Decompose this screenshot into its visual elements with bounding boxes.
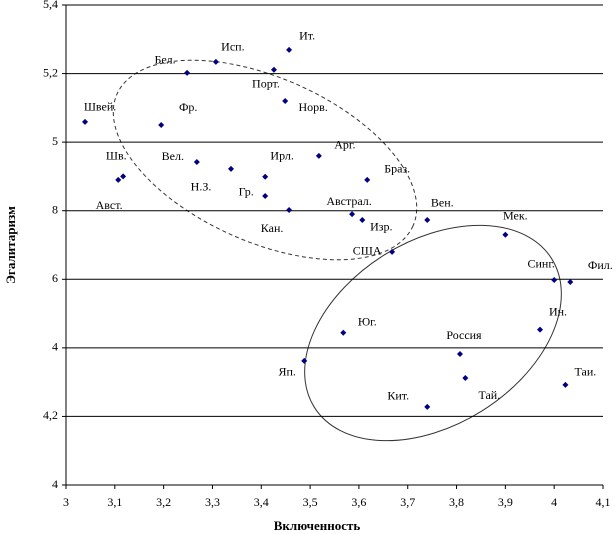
data-point <box>82 118 89 125</box>
point-label: Фил. <box>588 258 613 272</box>
cluster-ellipse <box>304 224 562 442</box>
x-axis-title: Включенность <box>274 518 361 533</box>
data-point <box>424 403 431 410</box>
y-tick-label: 5 <box>52 134 58 148</box>
y-tick-label: 4,2 <box>43 408 58 422</box>
x-tick-label: 4,1 <box>596 495 611 509</box>
point-label: Арг. <box>334 138 355 152</box>
point-label: Швей. <box>84 100 116 114</box>
point-label: Яп. <box>279 365 296 379</box>
x-tick-label: 3 <box>63 495 69 509</box>
x-tick-label: 3,2 <box>156 495 171 509</box>
point-label: Ирл. <box>270 149 294 163</box>
data-point <box>212 58 219 65</box>
data-point <box>270 66 277 73</box>
data-point <box>349 211 356 218</box>
point-label: Ит. <box>299 29 315 43</box>
point-label: Австрал. <box>326 194 371 208</box>
y-tick-label: 5,4 <box>43 0 58 11</box>
data-point <box>462 375 469 382</box>
point-label: Ин. <box>549 304 567 318</box>
data-point <box>282 98 289 104</box>
data-point <box>286 207 293 214</box>
cluster-ellipse <box>112 59 418 261</box>
point-label: Н.З. <box>191 180 212 194</box>
point-label: США <box>353 244 382 258</box>
point-label: Гр. <box>239 185 254 199</box>
data-point <box>567 279 574 286</box>
data-point <box>456 351 463 358</box>
point-label: Исп. <box>221 40 244 54</box>
point-label: Шв. <box>106 149 127 163</box>
data-point <box>502 231 509 238</box>
x-tick-label: 3,6 <box>351 495 366 509</box>
data-point <box>115 176 122 183</box>
point-label: Порт. <box>252 77 280 91</box>
point-label: Синг. <box>527 257 554 271</box>
point-label: Таи. <box>575 365 597 379</box>
x-tick-label: 4 <box>551 495 557 509</box>
data-point <box>551 276 558 283</box>
data-point <box>359 216 366 223</box>
data-point <box>193 159 200 166</box>
point-label: Россия <box>446 328 482 342</box>
point-label: Фр. <box>179 100 197 114</box>
y-tick-label: 5,2 <box>43 65 58 79</box>
y-tick-label: 6 <box>52 271 58 285</box>
point-label: Тай. <box>478 388 500 402</box>
data-point <box>537 326 544 333</box>
data-point <box>158 122 165 128</box>
data-point <box>424 216 431 223</box>
data-point <box>120 173 127 180</box>
x-tick-label: 3,1 <box>107 495 122 509</box>
point-label: Юг. <box>358 315 377 329</box>
point-label: Браз. <box>384 162 410 176</box>
y-axis-title: Эгалитаризм <box>3 206 18 284</box>
x-tick-label: 3,9 <box>498 495 513 509</box>
y-tick-label: 8 <box>52 202 58 216</box>
data-point <box>562 381 569 388</box>
data-point <box>228 165 235 172</box>
data-point <box>286 46 293 53</box>
y-tick-label: 4 <box>52 477 58 491</box>
data-point <box>315 152 322 159</box>
x-tick-label: 3,5 <box>303 495 318 509</box>
x-tick-label: 3,4 <box>254 495 269 509</box>
point-label: Вен. <box>431 196 454 210</box>
point-label: Кит. <box>387 389 409 403</box>
data-point <box>184 69 191 76</box>
data-point <box>262 173 269 180</box>
data-point <box>389 248 396 255</box>
point-label: Изр. <box>370 220 392 234</box>
x-tick-label: 3,7 <box>400 495 415 509</box>
data-point <box>262 192 269 199</box>
data-point <box>301 357 308 364</box>
point-label: Вел. <box>162 149 184 163</box>
x-tick-label: 3,3 <box>205 495 220 509</box>
data-point <box>364 176 371 183</box>
point-label: Кан. <box>261 221 284 235</box>
point-label: Норв. <box>299 100 328 114</box>
y-tick-label: 4 <box>52 340 58 354</box>
x-tick-label: 3,8 <box>449 495 464 509</box>
point-label: Мек. <box>503 208 528 222</box>
point-label: Авст. <box>96 198 123 212</box>
point-label: Бел. <box>154 53 175 67</box>
data-point <box>340 329 347 336</box>
